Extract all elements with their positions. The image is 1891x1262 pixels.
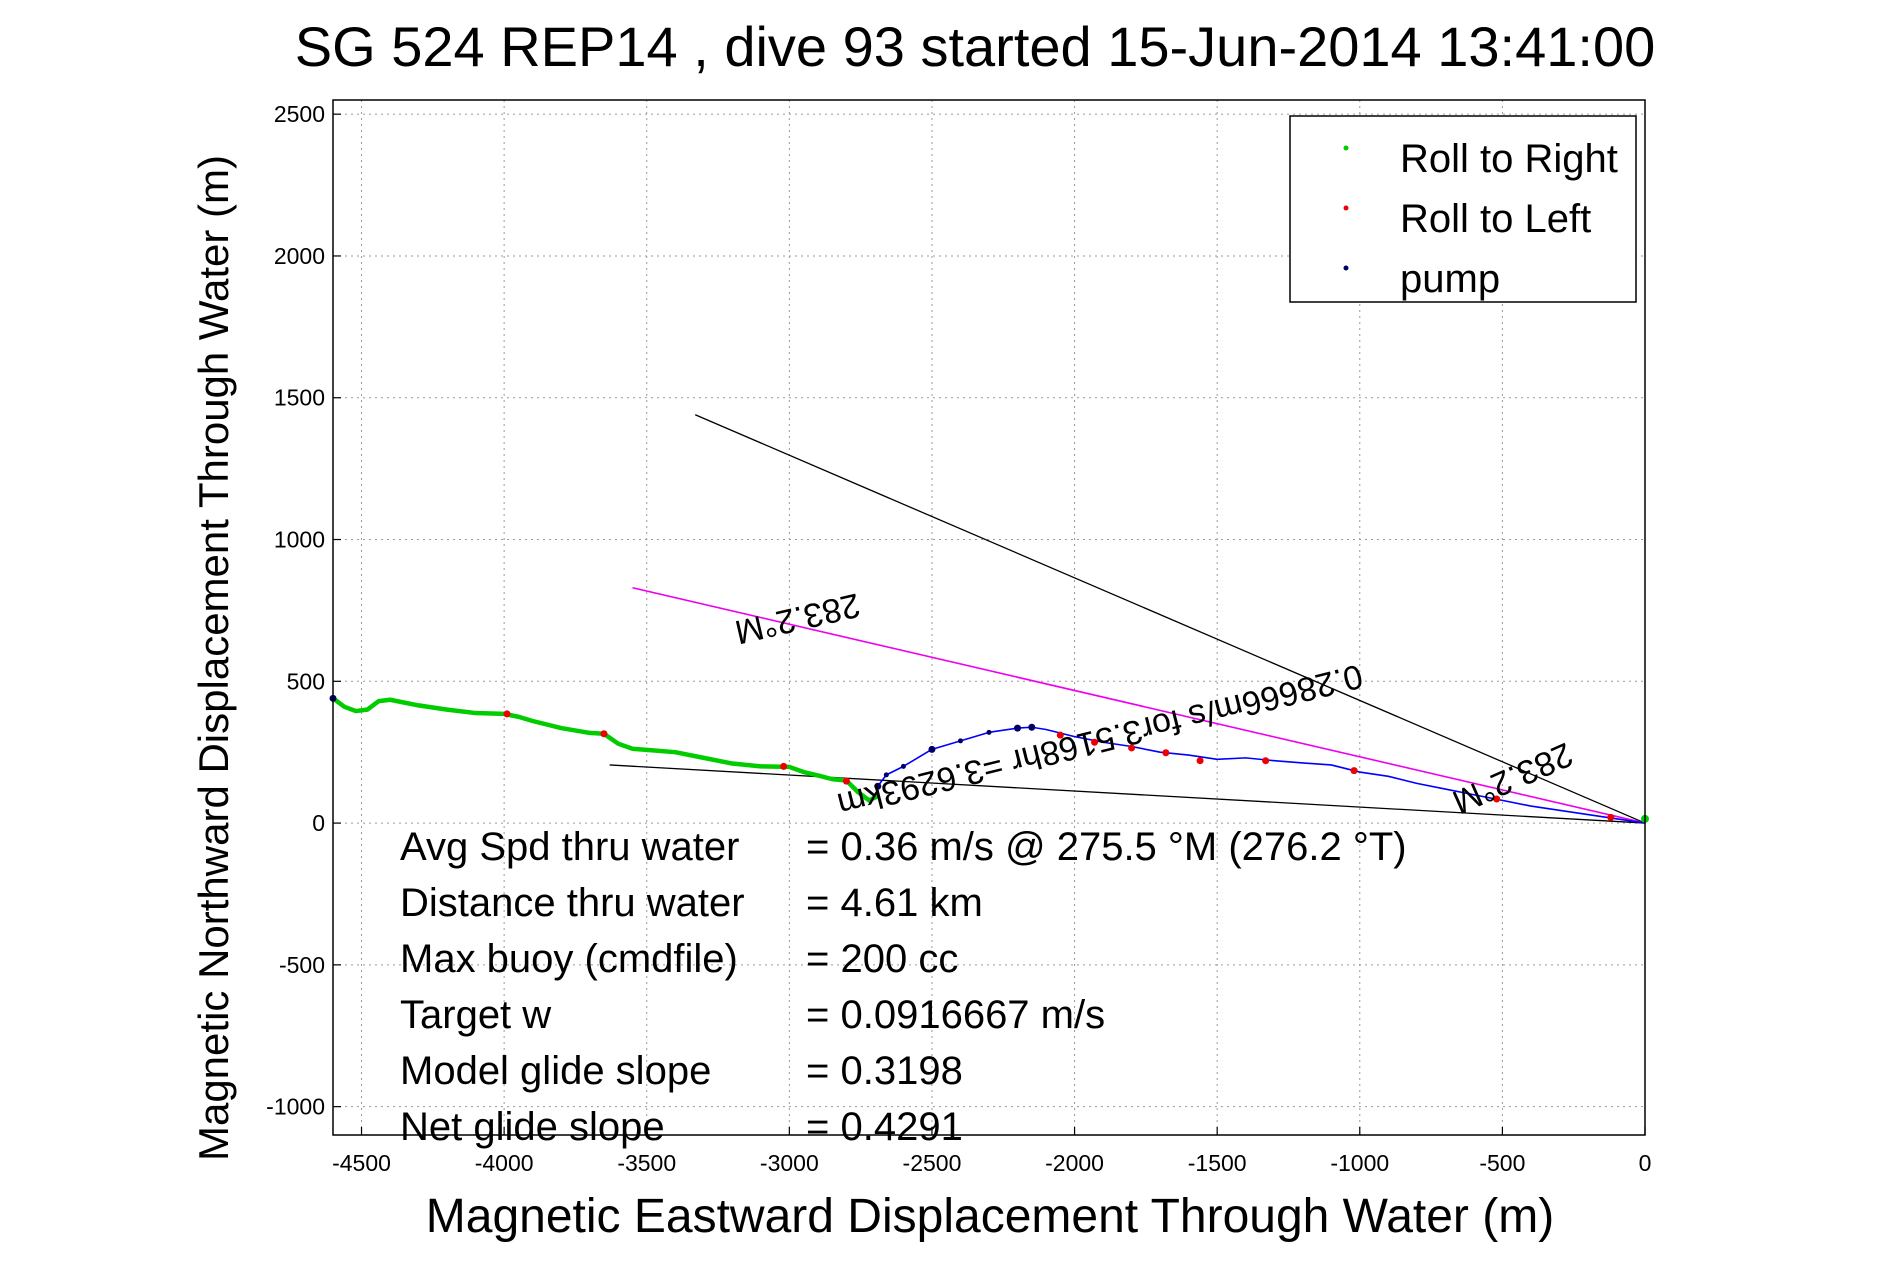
x-tick-label: -500 [1479, 1150, 1525, 1176]
y-tick-label: 2000 [274, 243, 325, 269]
y-axis-label: Magnetic Northward Displacement Through … [190, 155, 237, 1161]
legend-marker [1343, 205, 1349, 211]
roll-left-point [1196, 757, 1204, 765]
legend-entry: Roll to Right [1400, 137, 1618, 181]
pump-point [928, 745, 936, 753]
plot-frame [332, 99, 1646, 1136]
reference-line-lower [609, 764, 1646, 824]
x-ticks: -4500 -4000 -3500 -3000 -2500 -2000 -1500 -1000… [332, 1127, 1651, 1176]
pump-point [874, 782, 882, 790]
roll-left-point [600, 730, 608, 738]
pump-point [1028, 723, 1036, 731]
x-tick-label: -1000 [1330, 1150, 1389, 1176]
stat-label: Avg Spd thru water [400, 825, 739, 869]
stats-block: Avg Spd thru water = 0.36 m/s @ 275.5 °M … [400, 825, 1407, 1149]
y-tick-label: 2500 [274, 101, 325, 127]
stat-label: Distance thru water [400, 881, 745, 925]
x-tick-label: -1500 [1188, 1150, 1247, 1176]
track [331, 696, 1646, 824]
x-tick-label: -2500 [903, 1150, 962, 1176]
x-tick-label: -3000 [760, 1150, 819, 1176]
x-tick-label: -3500 [617, 1150, 676, 1176]
roll-left-point [1091, 738, 1099, 746]
pump-point [1014, 724, 1022, 732]
legend-entry: pump [1400, 257, 1500, 301]
annotations: 283.2°M0.28666m/s for3.5168hr =3.6293km 2… [731, 585, 1578, 823]
chart-title: SG 524 REP14 , dive 93 started 15-Jun-20… [295, 15, 1655, 78]
reference-line-upper [694, 414, 1646, 824]
y-ticks: 2500 2000 1500 1000 500 0 -500 -1000 [266, 101, 341, 1120]
roll-left-point [503, 710, 511, 718]
track-roll-right [331, 696, 879, 803]
x-axis-label: Magnetic Eastward Displacement Through W… [426, 1190, 1554, 1243]
x-tick-label: -4000 [475, 1150, 534, 1176]
stat-value: = 0.36 m/s @ 275.5 °M (276.2 °T) [806, 825, 1407, 869]
y-tick-label: -1000 [266, 1094, 325, 1120]
stat-value: = 0.3198 [806, 1049, 963, 1093]
stat-value: = 0.0916667 m/s [806, 993, 1105, 1037]
x-tick-label: -2000 [1045, 1150, 1104, 1176]
legend-entry: Roll to Left [1400, 197, 1591, 241]
markers [329, 694, 1649, 823]
roll-left-point [1056, 731, 1064, 739]
track-blue [877, 726, 1646, 824]
pump-point [900, 763, 906, 769]
stat-label: Target w [400, 993, 551, 1037]
x-tick-label: 0 [1639, 1150, 1652, 1176]
roll-left-point [1262, 757, 1270, 765]
stat-value: = 200 cc [806, 937, 958, 981]
y-tick-label: -500 [279, 952, 325, 978]
x-tick-label: -4500 [332, 1150, 391, 1176]
y-tick-label: 0 [312, 810, 325, 836]
y-tick-label: 500 [287, 668, 325, 694]
roll-left-point [1607, 813, 1615, 821]
stat-value: = 4.61 km [806, 881, 983, 925]
roll-left-point [1128, 744, 1136, 752]
roll-left-point [780, 762, 788, 770]
legend: Roll to Right Roll to Left pump [1289, 115, 1637, 303]
roll-left-point [1493, 795, 1501, 803]
legend-marker [1343, 265, 1349, 271]
y-tick-label: 1500 [274, 385, 325, 411]
roll-left-point [842, 777, 850, 785]
stat-label: Net glide slope [400, 1105, 665, 1149]
y-tick-label: 1000 [274, 527, 325, 553]
reference-lines [609, 414, 1646, 824]
legend-marker [1343, 145, 1349, 151]
track-annotation: 283.2°M [731, 585, 863, 651]
pump-point [986, 729, 992, 735]
pump-point [957, 738, 963, 744]
stat-label: Max buoy (cmdfile) [400, 937, 738, 981]
track-annotation: 283.2°M [1447, 735, 1578, 821]
course-line [632, 586, 1646, 824]
roll-left-point [1350, 767, 1358, 775]
pump-point [883, 772, 889, 778]
stat-label: Model glide slope [400, 1049, 711, 1093]
stat-value: = 0.4291 [806, 1105, 963, 1149]
roll-left-point [1162, 749, 1170, 757]
